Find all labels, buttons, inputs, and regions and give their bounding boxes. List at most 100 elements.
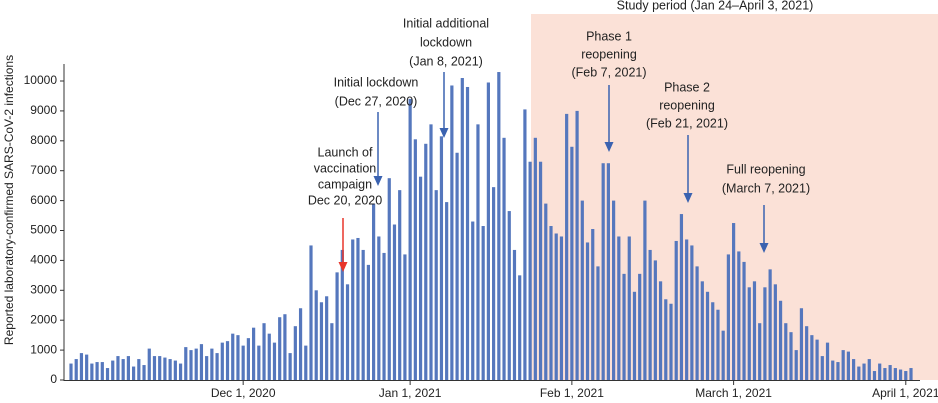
bar xyxy=(554,233,558,380)
bar xyxy=(194,348,198,380)
bar xyxy=(189,350,193,380)
bar xyxy=(387,178,391,380)
bar xyxy=(888,365,892,380)
bar xyxy=(137,359,141,380)
bar xyxy=(408,98,412,380)
bar xyxy=(695,266,699,380)
bar xyxy=(841,350,845,380)
bar xyxy=(559,236,564,380)
bar xyxy=(596,266,600,380)
bar xyxy=(669,303,673,380)
bar xyxy=(231,333,235,380)
bar xyxy=(862,363,866,380)
bar xyxy=(319,302,324,380)
bar xyxy=(173,360,177,380)
bar xyxy=(152,356,157,380)
y-tick-label: 1000 xyxy=(30,342,57,356)
bar xyxy=(434,190,438,380)
bar xyxy=(90,363,94,380)
bar xyxy=(345,284,350,380)
bar xyxy=(246,338,250,380)
bar xyxy=(857,366,861,380)
annotation-text: vaccination xyxy=(314,161,377,175)
bar xyxy=(450,85,454,381)
bar xyxy=(455,152,459,380)
y-axis-label: Reported laboratory-confirmed SARS-CoV-2… xyxy=(2,55,16,345)
bar xyxy=(147,348,151,380)
bar xyxy=(867,359,871,380)
bar xyxy=(627,236,631,380)
y-tick-label: 9000 xyxy=(30,103,57,117)
annotation-text: Initial lockdown xyxy=(334,75,419,89)
bar xyxy=(648,249,652,380)
bar xyxy=(158,356,162,380)
bar xyxy=(512,249,517,380)
bar xyxy=(726,254,730,380)
annotation-text: reopening xyxy=(659,98,715,112)
bar xyxy=(111,360,115,380)
bar xyxy=(778,300,783,380)
bar xyxy=(747,287,751,380)
bar xyxy=(528,161,532,380)
annotation-text: Phase 2 xyxy=(664,80,710,94)
bar xyxy=(716,309,720,380)
bar xyxy=(314,290,318,380)
bar xyxy=(690,245,694,380)
bar xyxy=(752,281,757,380)
bar xyxy=(486,82,490,381)
bar xyxy=(893,368,897,380)
y-tick-label: 5000 xyxy=(30,223,57,237)
bar xyxy=(732,223,736,380)
y-tick-label: 2000 xyxy=(30,312,57,326)
bar xyxy=(898,369,903,380)
bar xyxy=(549,226,553,380)
annotation-text: Dec 20, 2020 xyxy=(308,193,382,207)
bar xyxy=(100,362,104,380)
bar xyxy=(492,187,496,380)
annotation-arrowhead xyxy=(683,193,693,203)
bar xyxy=(653,260,657,380)
bar xyxy=(356,237,360,380)
x-tick-label: Feb 1, 2021 xyxy=(540,386,604,400)
annotation-text: (March 7, 2021) xyxy=(722,181,810,195)
y-tick-label: 4000 xyxy=(30,253,57,267)
bar xyxy=(398,190,402,380)
bar xyxy=(298,308,303,380)
bar xyxy=(846,351,850,380)
annotation-arrowhead xyxy=(604,142,614,152)
bar xyxy=(267,333,271,380)
bar xyxy=(351,239,355,380)
bar xyxy=(852,359,856,380)
bar xyxy=(304,345,308,380)
bar xyxy=(580,200,584,380)
bar xyxy=(283,314,287,380)
y-tick-label: 8000 xyxy=(30,133,57,147)
bar xyxy=(481,226,485,380)
x-tick-label: Jan 1, 2021 xyxy=(379,386,442,400)
bar xyxy=(794,350,798,380)
annotation-arrowhead xyxy=(373,176,383,186)
bar xyxy=(293,326,297,380)
bar xyxy=(257,345,261,380)
bar xyxy=(460,78,464,380)
annotation-text: Launch of xyxy=(318,145,373,159)
bar xyxy=(361,249,365,380)
bar xyxy=(799,308,804,380)
bar xyxy=(272,342,277,380)
bar xyxy=(674,240,678,380)
bar xyxy=(909,368,913,380)
bar xyxy=(372,203,376,380)
annotation-text: lockdown xyxy=(420,35,472,49)
bar xyxy=(210,348,214,380)
bar xyxy=(643,200,647,380)
bar xyxy=(810,335,814,380)
bar xyxy=(533,137,537,380)
bar xyxy=(392,224,397,380)
annotation-text: Phase 1 xyxy=(586,29,632,43)
bar xyxy=(377,236,381,380)
bar xyxy=(544,203,548,380)
annotation-text: (Jan 8, 2021) xyxy=(409,54,483,68)
bar xyxy=(836,362,840,380)
bar xyxy=(163,357,167,380)
